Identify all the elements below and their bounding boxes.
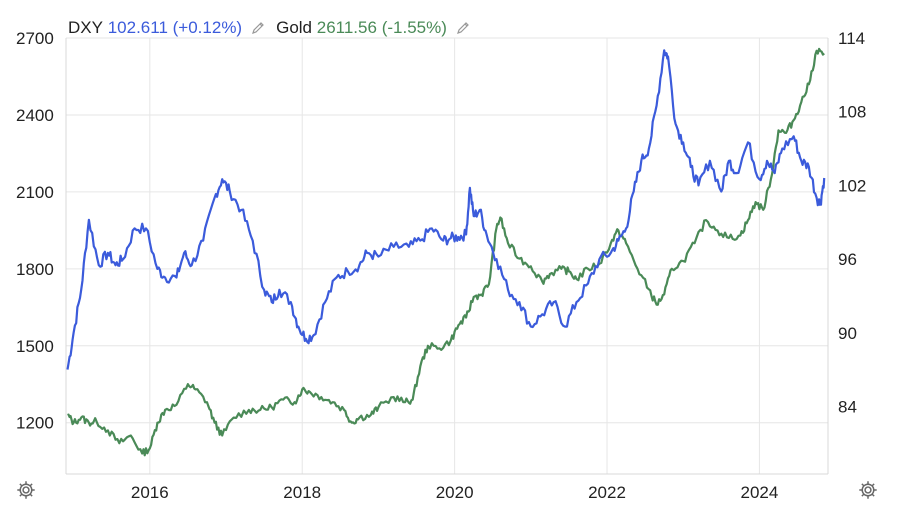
right-tick-label: 90 [838,324,857,343]
right-tick-label: 102 [838,176,866,195]
gear-icon[interactable] [15,479,37,501]
right-tick-label: 96 [838,250,857,269]
left-tick-label: 1800 [16,260,54,279]
axes: 1200 1500 1800 2100 2400 2700 84 90 96 102 108 114 2… [16,29,866,502]
pencil-icon[interactable] [250,20,266,36]
x-tick-label: 2016 [131,483,169,502]
legend-dxy-name: DXY [68,18,103,37]
legend-gold-name: Gold [276,18,313,37]
x-tick-label: 2024 [741,483,779,502]
legend-dxy-change: (+0.12%) [172,18,243,37]
legend-dxy-value: 102.611 [107,18,168,37]
right-tick-label: 114 [838,29,865,48]
series-line-dxy [66,49,826,370]
pencil-icon[interactable] [455,20,471,36]
legend: DXY 102.611 (+0.12%) Gold 2611.56 (-1.55… [68,18,481,38]
x-tick-label: 2018 [283,483,321,502]
gridlines [66,37,828,474]
left-tick-label: 1200 [16,414,54,433]
left-tick-label: 2100 [16,183,54,202]
gear-icon[interactable] [857,479,879,501]
x-tick-label: 2020 [436,483,474,502]
left-tick-label: 1500 [16,337,54,356]
x-tick-label: 2022 [588,483,626,502]
right-tick-label: 108 [838,103,866,122]
legend-gold-value: 2611.56 [316,18,377,37]
right-tick-label: 84 [838,397,857,416]
legend-gold-change: (-1.55%) [381,18,447,37]
left-tick-label: 2700 [16,29,54,48]
left-tick-label: 2400 [16,106,54,125]
series-lines [66,47,826,457]
series-line-gold [67,47,825,457]
